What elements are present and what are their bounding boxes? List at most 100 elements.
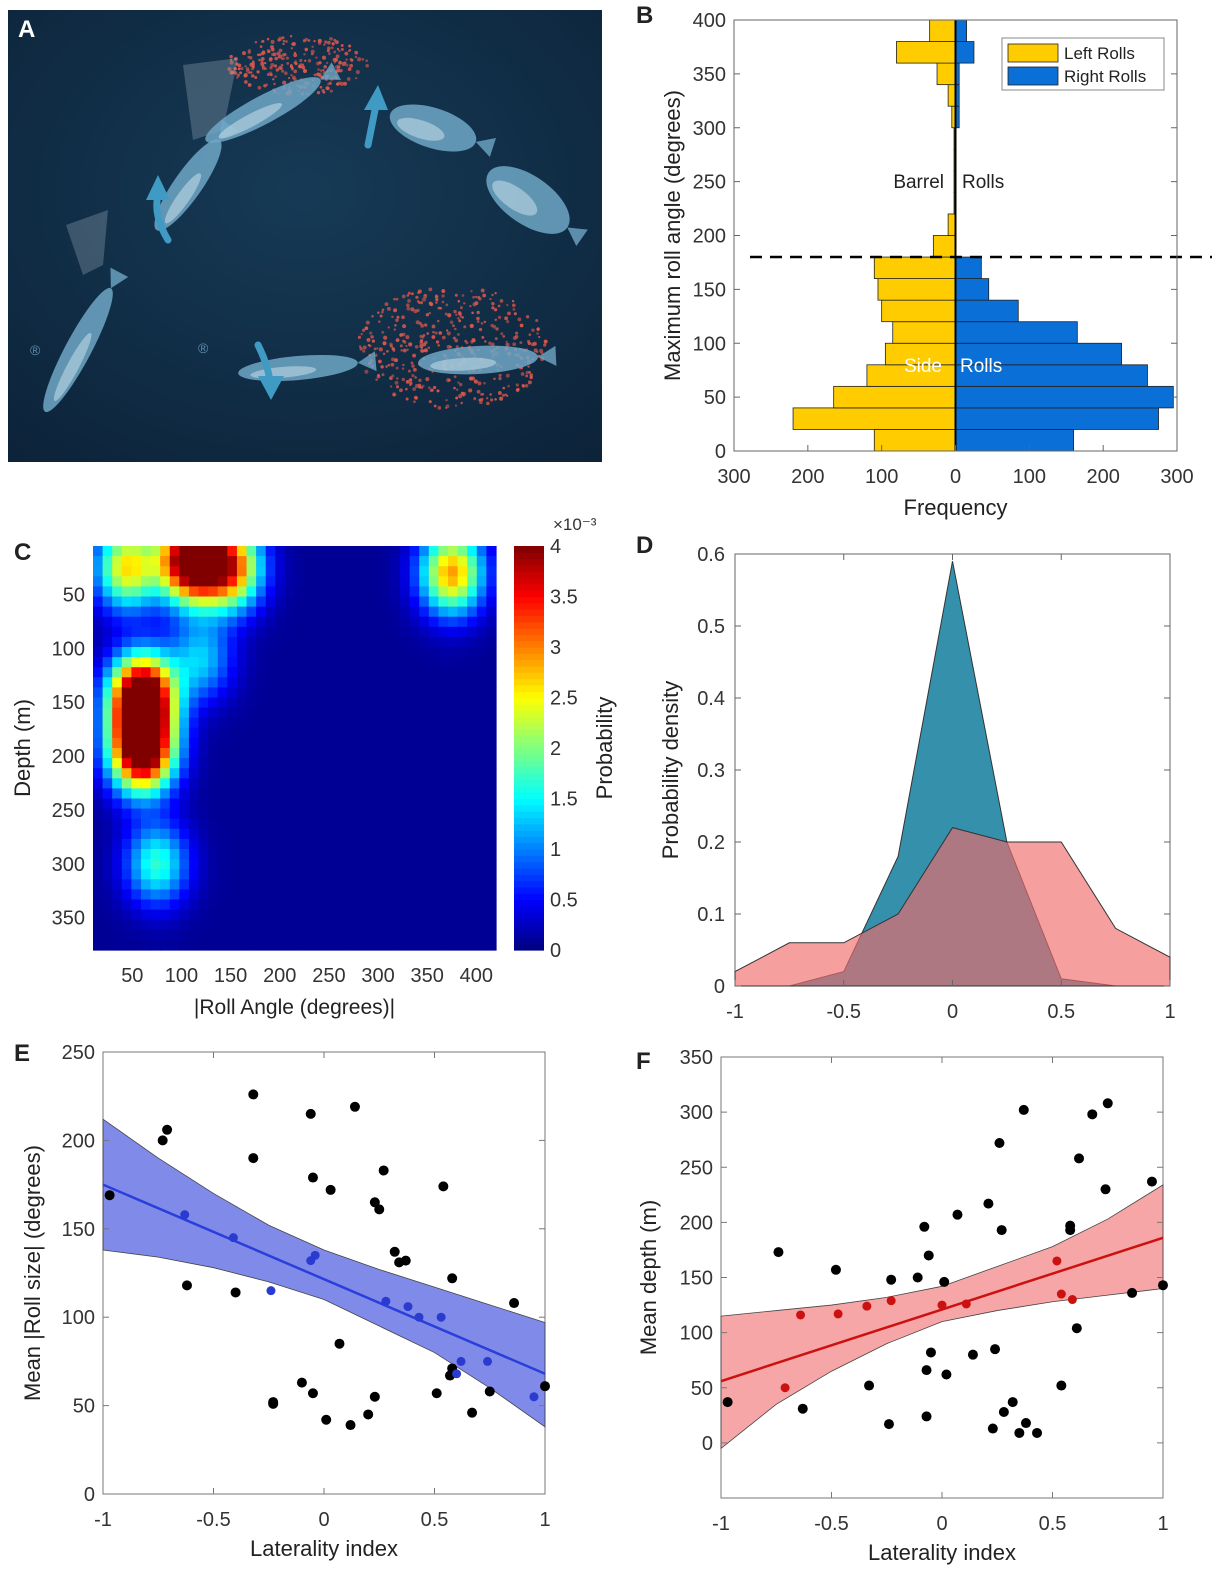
heatmap-cell: [342, 687, 353, 699]
heatmap-cell: [400, 869, 411, 880]
krill-dot: [395, 338, 400, 342]
panel-a-illustration: ® ® A: [8, 10, 602, 462]
heatmap-cell: [246, 586, 257, 598]
krill-dot: [289, 35, 293, 38]
heatmap-cell: [342, 899, 353, 911]
whale-fluke: [475, 137, 497, 157]
heatmap-cell: [150, 879, 161, 890]
heatmap-cell: [323, 798, 334, 810]
heatmap-cell: [227, 566, 238, 577]
panel-label-e: E: [14, 1040, 31, 1067]
heatmap-cell: [390, 808, 401, 820]
heatmap-cell: [409, 889, 420, 901]
heatmap-cell: [121, 687, 132, 699]
heatmap-cell: [486, 717, 497, 729]
heatmap-cell: [400, 879, 411, 890]
heatmap-cell: [361, 828, 372, 840]
x-tick-label: -0.5: [814, 1513, 848, 1535]
heatmap-cell: [112, 929, 123, 941]
x-tick-label: -1: [94, 1509, 112, 1531]
heatmap-cell: [380, 576, 392, 587]
heatmap-cell: [467, 849, 478, 860]
krill-dot: [284, 71, 288, 75]
heatmap-cell: [409, 626, 420, 638]
krill-dot: [338, 49, 341, 53]
krill-dot: [227, 67, 232, 72]
heatmap-cell: [371, 808, 382, 820]
heatmap-cell: [352, 546, 363, 557]
heatmap-cell: [323, 899, 334, 911]
heatmap-cell: [150, 849, 161, 860]
krill-dot: [408, 342, 413, 347]
heatmap-cell: [169, 859, 180, 870]
heatmap-cell: [208, 859, 219, 870]
heatmap-cell: [457, 818, 468, 830]
heatmap-cell: [246, 636, 257, 648]
data-point: [325, 1184, 336, 1195]
heatmap-cell: [246, 546, 257, 557]
heatmap-cell: [140, 818, 152, 830]
heatmap-cell: [332, 869, 344, 880]
krill-dot: [527, 380, 532, 385]
krill-dot: [441, 294, 445, 298]
heatmap-cell: [198, 879, 209, 890]
heatmap-cell: [217, 697, 228, 709]
krill-dot: [444, 312, 448, 316]
heatmap-cell: [256, 596, 267, 608]
heatmap-cell: [409, 586, 420, 598]
heatmap-cell: [342, 566, 353, 577]
heatmap-cell: [246, 758, 257, 769]
heatmap-cell: [352, 737, 363, 749]
heatmap-cell: [265, 626, 276, 638]
heatmap-cell: [256, 808, 267, 820]
krill-dot: [241, 51, 247, 56]
krill-dot: [411, 292, 414, 296]
heatmap-cell: [256, 556, 267, 567]
heatmap-cell: [208, 828, 219, 840]
heatmap-cell: [361, 596, 372, 608]
heatmap-cell: [131, 707, 142, 719]
heatmap-cell: [265, 697, 276, 709]
heatmap-cell: [275, 929, 286, 941]
heatmap-cell: [150, 939, 161, 951]
heatmap-cell: [112, 869, 123, 880]
x-tick-label: 1: [539, 1509, 550, 1531]
heatmap-cell: [390, 606, 401, 618]
y-tick-label: 150: [693, 279, 726, 301]
heatmap-cell: [304, 798, 315, 810]
heatmap-cell: [169, 596, 180, 608]
heatmap-cell: [246, 687, 257, 699]
heatmap-cell: [342, 788, 353, 800]
heatmap-cell: [380, 768, 392, 779]
heatmap-cell: [438, 556, 449, 567]
heatmap-cell: [256, 647, 267, 658]
heatmap-cell: [227, 737, 238, 749]
heatmap-cell: [160, 657, 171, 668]
heatmap-cell: [284, 737, 296, 749]
heatmap-cell: [457, 889, 468, 901]
heatmap-cell: [160, 808, 171, 820]
heatmap-cell: [332, 929, 344, 941]
krill-dot: [505, 342, 510, 347]
heatmap-cell: [313, 647, 324, 658]
heatmap-cell: [438, 798, 449, 810]
heatmap-cell: [400, 697, 411, 709]
heatmap-cell: [140, 737, 152, 749]
heatmap-cell: [438, 707, 449, 719]
heatmap-cell: [400, 919, 411, 931]
heatmap-cell: [371, 556, 382, 567]
heatmap-cell: [390, 919, 401, 931]
heatmap-cell: [160, 556, 171, 567]
heatmap-cell: [284, 707, 296, 719]
heatmap-cell: [102, 626, 113, 638]
heatmap-cell: [332, 879, 344, 890]
heatmap-cell: [438, 879, 449, 890]
heatmap-cell: [256, 576, 267, 587]
heatmap-cell: [188, 626, 200, 638]
krill-dot: [506, 320, 510, 324]
heatmap-cell: [236, 838, 248, 850]
heatmap-cell: [121, 576, 132, 587]
heatmap-cell: [217, 879, 228, 890]
heatmap-cell: [400, 859, 411, 870]
heatmap-cell: [121, 758, 132, 769]
